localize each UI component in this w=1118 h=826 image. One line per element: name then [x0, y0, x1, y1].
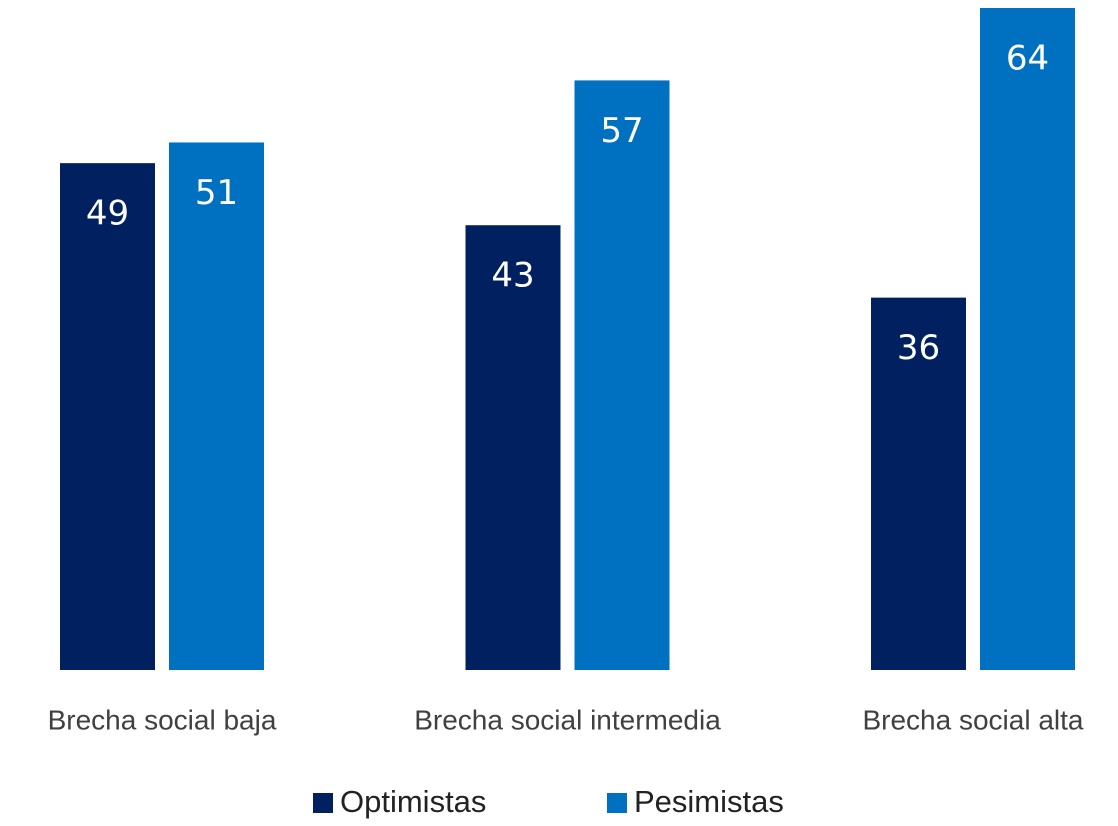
- bar: [574, 80, 670, 670]
- x-tick-label: Brecha social alta: [862, 704, 1083, 735]
- value-label: 36: [897, 328, 940, 368]
- legend-swatch: [313, 793, 333, 813]
- bar: [465, 225, 561, 670]
- bar: [871, 297, 966, 670]
- bar: [60, 163, 155, 670]
- x-tick-label: Brecha social intermedia: [414, 704, 721, 735]
- bar: [980, 8, 1075, 670]
- legend-swatch: [607, 793, 627, 813]
- bar: [169, 142, 264, 670]
- x-tick-label: Brecha social baja: [48, 704, 277, 735]
- legend-label: Pesimistas: [634, 784, 784, 819]
- value-label: 57: [600, 111, 643, 151]
- value-label: 43: [491, 256, 534, 296]
- value-label: 64: [1006, 39, 1049, 79]
- value-label: 49: [86, 194, 129, 234]
- value-label: 51: [195, 173, 238, 213]
- legend-label: Optimistas: [340, 784, 486, 819]
